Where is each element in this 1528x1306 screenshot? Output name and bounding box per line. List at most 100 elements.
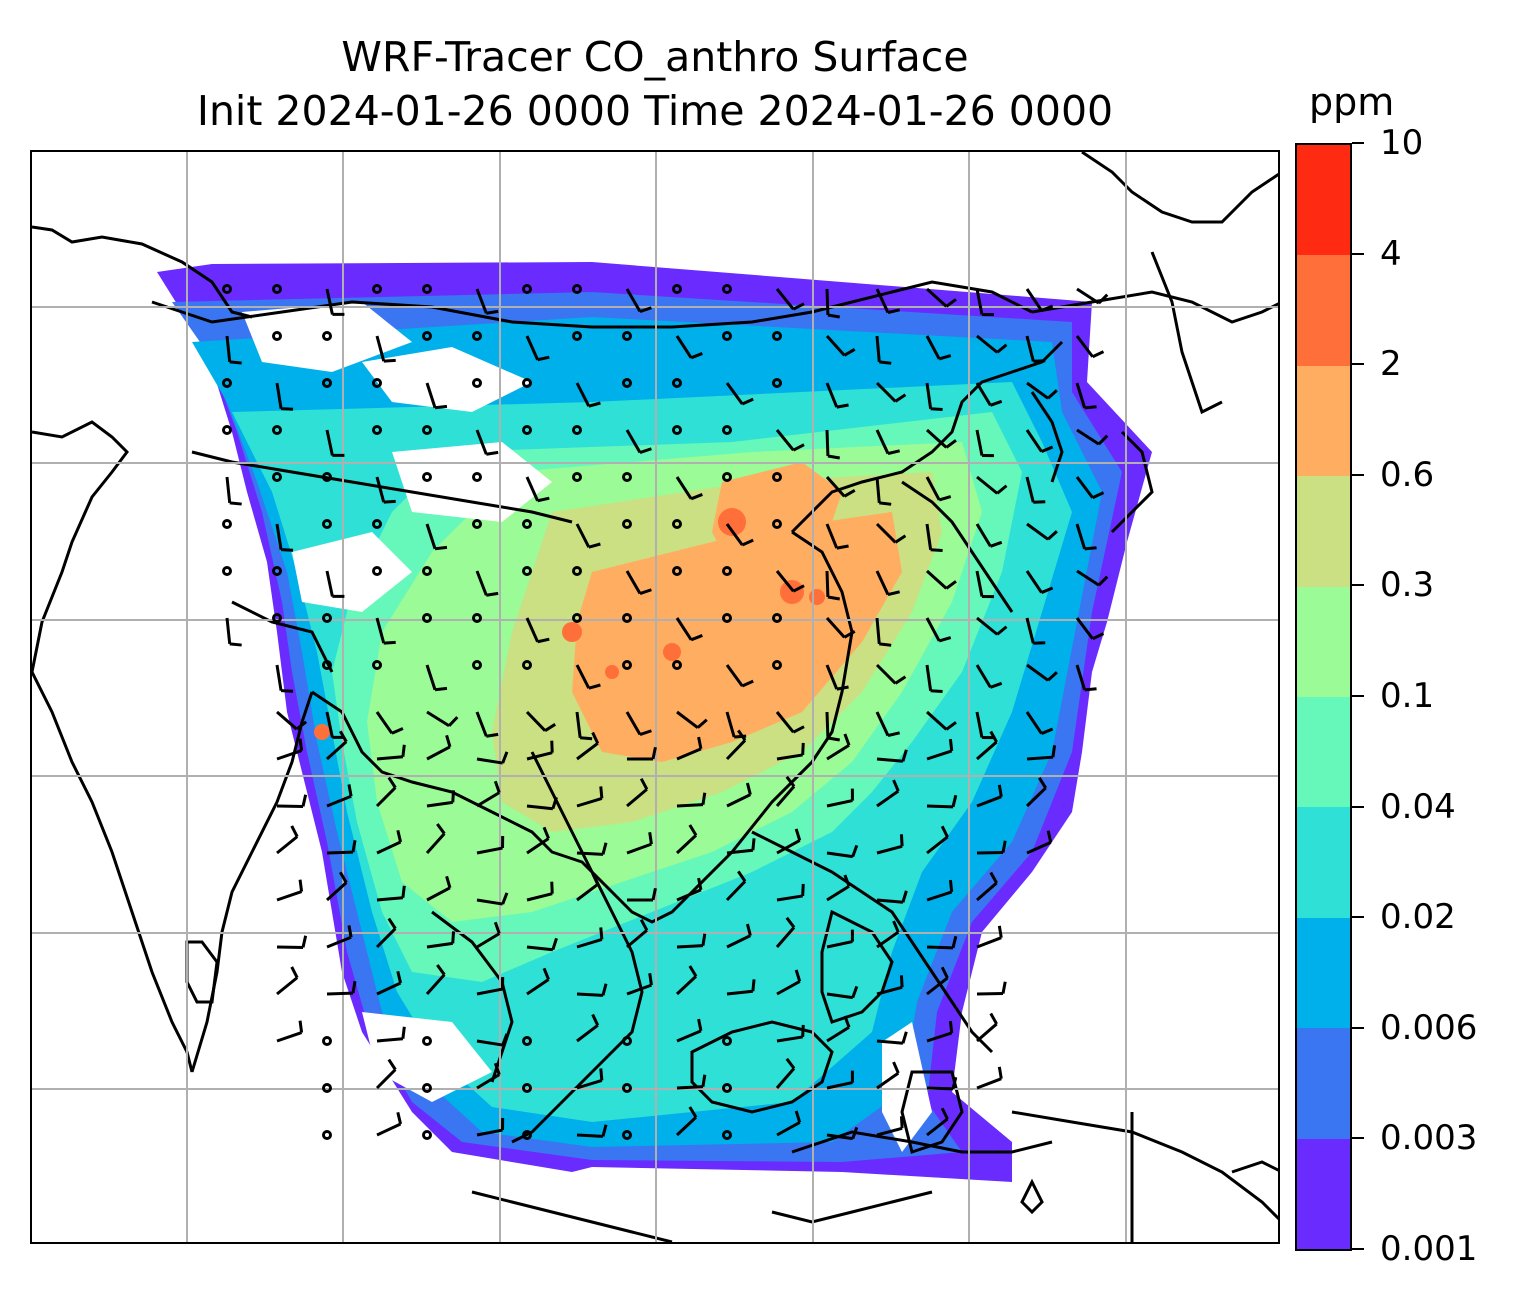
wind-barb-flag [434,404,448,410]
wind-barb-staff [1026,522,1049,541]
wind-barb-flag [501,892,509,905]
wind-barb-staff [326,935,352,949]
wind-barb [926,1107,949,1137]
coastline-segment [511,751,644,1144]
wind-barb-flag [290,966,299,979]
wind-barb-staff [725,382,744,405]
wind-barb [826,844,859,859]
wind-barb [376,970,403,996]
map-panel[interactable] [30,150,1280,1244]
wind-barb [676,933,707,949]
wind-barb-staff [826,851,853,859]
wind-barb-flag [493,780,501,794]
wind-barb [875,429,901,456]
wind-barb-flag [945,580,957,590]
wind-barb-flag [434,686,448,692]
colorbar-segment [1297,475,1350,587]
wind-barb-flag [899,1116,904,1129]
wind-barb [626,778,649,808]
wind-barb-flag [1097,575,1109,587]
wind-barb-staff [875,711,890,737]
wind-barb [326,840,357,855]
wind-barb-staff [976,475,999,495]
wind-barb-flag [843,347,856,357]
wind-barb [925,569,957,590]
wind-barb-flag [542,967,550,981]
wind-barb-staff [975,288,984,315]
colorbar-segment [1297,916,1350,1029]
wind-barb [276,825,299,855]
wind-barb-staff [576,742,599,761]
wind-barb [476,892,509,906]
wind-barb-flag [745,782,752,795]
wind-barb [975,429,994,458]
wind-barb [775,288,805,311]
coastline-segment [32,671,194,1073]
wind-barb [876,1116,904,1137]
wind-barb-staff [375,786,397,808]
calm-wind-circle [322,331,332,341]
wind-barb-staff [376,1037,404,1043]
wind-barb-flag [801,742,805,756]
wind-barb-flag [851,844,859,858]
wind-barb-staff [375,927,397,949]
wind-barb-flag [901,1031,908,1044]
calm-wind-circle [472,331,482,341]
coastline-segment [185,940,219,1004]
wind-barb-flag [351,840,357,853]
wind-barb-staff [926,1086,954,1091]
wind-barb [926,738,954,761]
wind-barb-flag [989,399,1003,407]
wind-barb-flag [989,871,998,884]
wind-barb-flag [745,923,752,936]
wind-barb-flag [229,360,242,365]
colorbar-tick-label: 0.04 [1380,786,1456,827]
wind-barb-staff [625,429,642,454]
co-concentration-field [157,262,1152,1182]
coastline-segment [311,530,854,924]
wind-barb [225,335,242,365]
wind-barb-flag [591,1013,600,1026]
coastline-segment [690,1020,834,1114]
wind-barb-flag [1047,530,1058,541]
wind-barb-staff [826,940,853,949]
wind-barb-staff [1025,570,1043,594]
wind-barb-staff [875,476,881,504]
wind-barb-flag [1092,350,1105,359]
wind-barb-flag [486,591,499,597]
wind-barb [525,335,550,362]
wind-barb-staff [875,381,897,403]
wind-barb-staff [826,992,853,1000]
wind-barb-staff [326,991,354,996]
wind-barb-staff [825,429,830,457]
wind-barb-staff [426,800,453,808]
wind-barb [676,877,703,902]
calm-wind-circle [422,425,432,435]
calm-wind-circle [622,660,632,670]
wind-barb-staff [576,1078,603,1090]
calm-wind-circle [322,1130,332,1140]
wind-barb [876,920,900,949]
wind-barb [375,335,396,363]
wind-barb-staff [426,941,453,949]
wind-barb-flag [951,794,958,808]
wind-barb-staff [826,1025,850,1043]
wind-barb-flag [741,679,754,688]
wind-barb-staff [925,664,933,691]
wind-barb-flag [436,823,446,835]
wind-barb-flag [989,540,1003,548]
wind-barb-flag [892,920,900,933]
wind-barb [875,617,892,647]
wind-barb-staff [925,476,941,501]
field-hotspot-2 [718,508,746,536]
wind-barb-flag [486,732,499,738]
wind-barb-staff [676,1029,702,1043]
wind-barb-flag [930,407,943,412]
wind-barb-staff [676,1085,704,1090]
wind-barb-staff [376,755,404,761]
wind-barb-flag [436,964,446,976]
wind-barb-flag [387,917,397,930]
calm-wind-circle [222,284,232,294]
wind-barb [476,751,509,765]
wind-barb-flag [544,723,557,732]
